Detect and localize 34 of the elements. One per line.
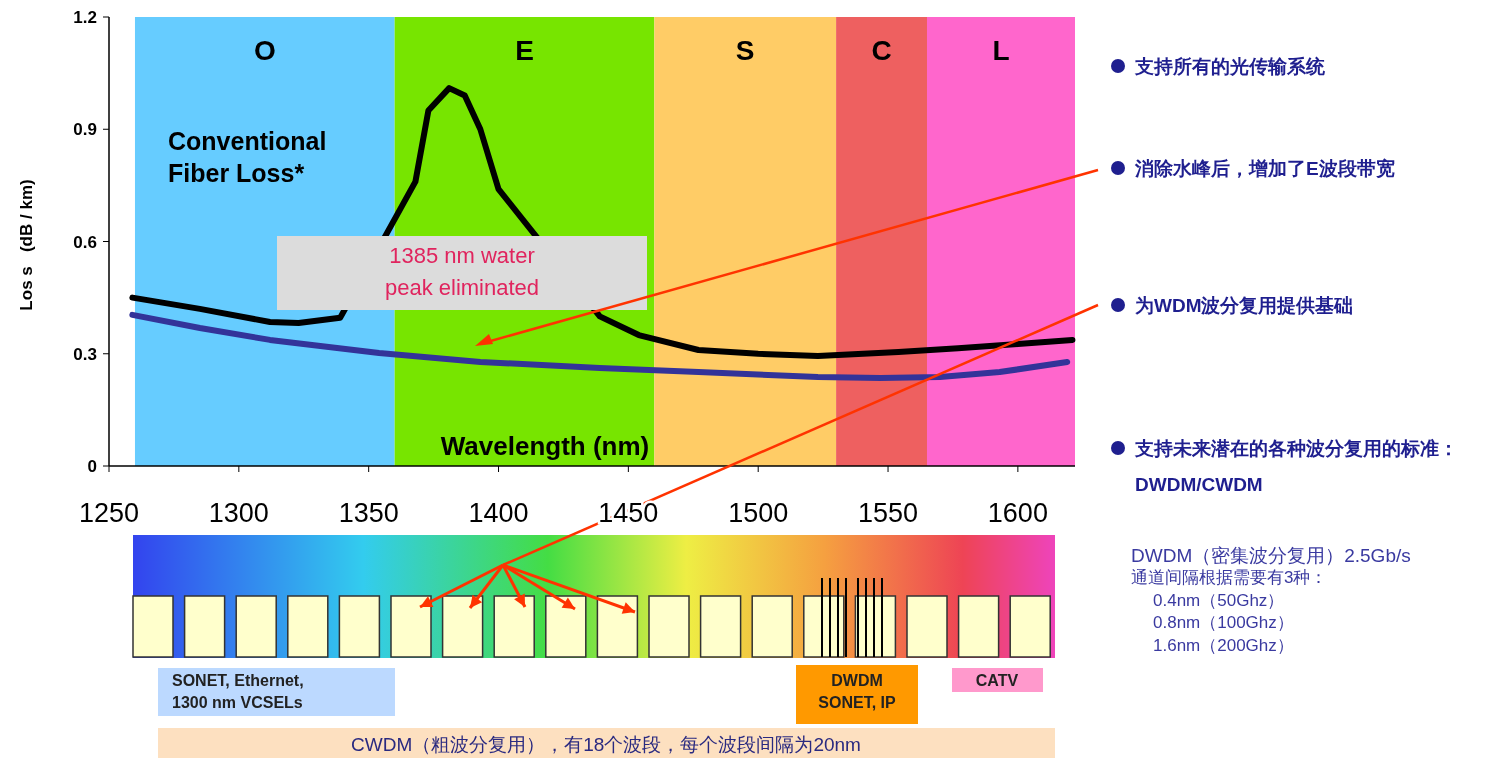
text: 支持未来潜在的各种波分复用的标准： DWDM/CWDM <box>1134 438 1458 495</box>
band-label: O <box>253 35 276 66</box>
y-axis-title: Los s (dB / km) <box>17 179 36 311</box>
text: CWDM（粗波分复用），有18个波段，每个波段间隔为20nm <box>351 734 861 755</box>
y-tick-label: 0 <box>87 457 97 476</box>
band-label: C <box>871 35 892 66</box>
x-tick-label: 1250 <box>78 498 140 528</box>
y-tick-label: 1.2 <box>73 8 97 27</box>
x-tick-label: 1400 <box>468 498 529 528</box>
text: Conventional Fiber Loss* <box>168 127 327 187</box>
text: 支持所有的光传输系统 <box>1134 56 1326 77</box>
x-tick-label: 1500 <box>728 498 789 528</box>
y-tick-label: 0.9 <box>73 120 97 140</box>
text: SONET, Ethernet, 1300 nm VCSELs <box>172 672 304 711</box>
text: 消除水峰后，增加了E波段带宽 <box>1134 158 1395 179</box>
y-tick-label: 0.6 <box>73 232 97 252</box>
text: DWDM（密集波分复用）2.5Gb/s <box>1131 545 1411 566</box>
text: 通道间隔根据需要有3种： <box>1131 568 1328 587</box>
text: 0.8nm（100Ghz） <box>1153 613 1294 632</box>
annotation: 1385 nm water peak eliminated <box>384 243 540 300</box>
x-tick-label: 1600 <box>987 498 1048 528</box>
x-axis-title: Wavelength (nm) <box>440 431 650 461</box>
text: DWDM SONET, IP <box>818 672 896 711</box>
text: 为WDM波分复用提供基础 <box>1135 295 1354 316</box>
x-tick-label: 1300 <box>208 498 269 528</box>
x-tick-label: 1350 <box>338 498 399 528</box>
band-label: L <box>992 35 1010 66</box>
band-label: E <box>515 35 534 66</box>
y-tick-label: 0.3 <box>73 344 97 364</box>
x-tick-label: 1550 <box>857 498 919 528</box>
text: 1.6nm（200Ghz） <box>1153 636 1294 655</box>
text: 0.4nm（50Ghz） <box>1153 591 1285 610</box>
text: CATV <box>975 672 1019 689</box>
band-label: S <box>735 35 755 66</box>
